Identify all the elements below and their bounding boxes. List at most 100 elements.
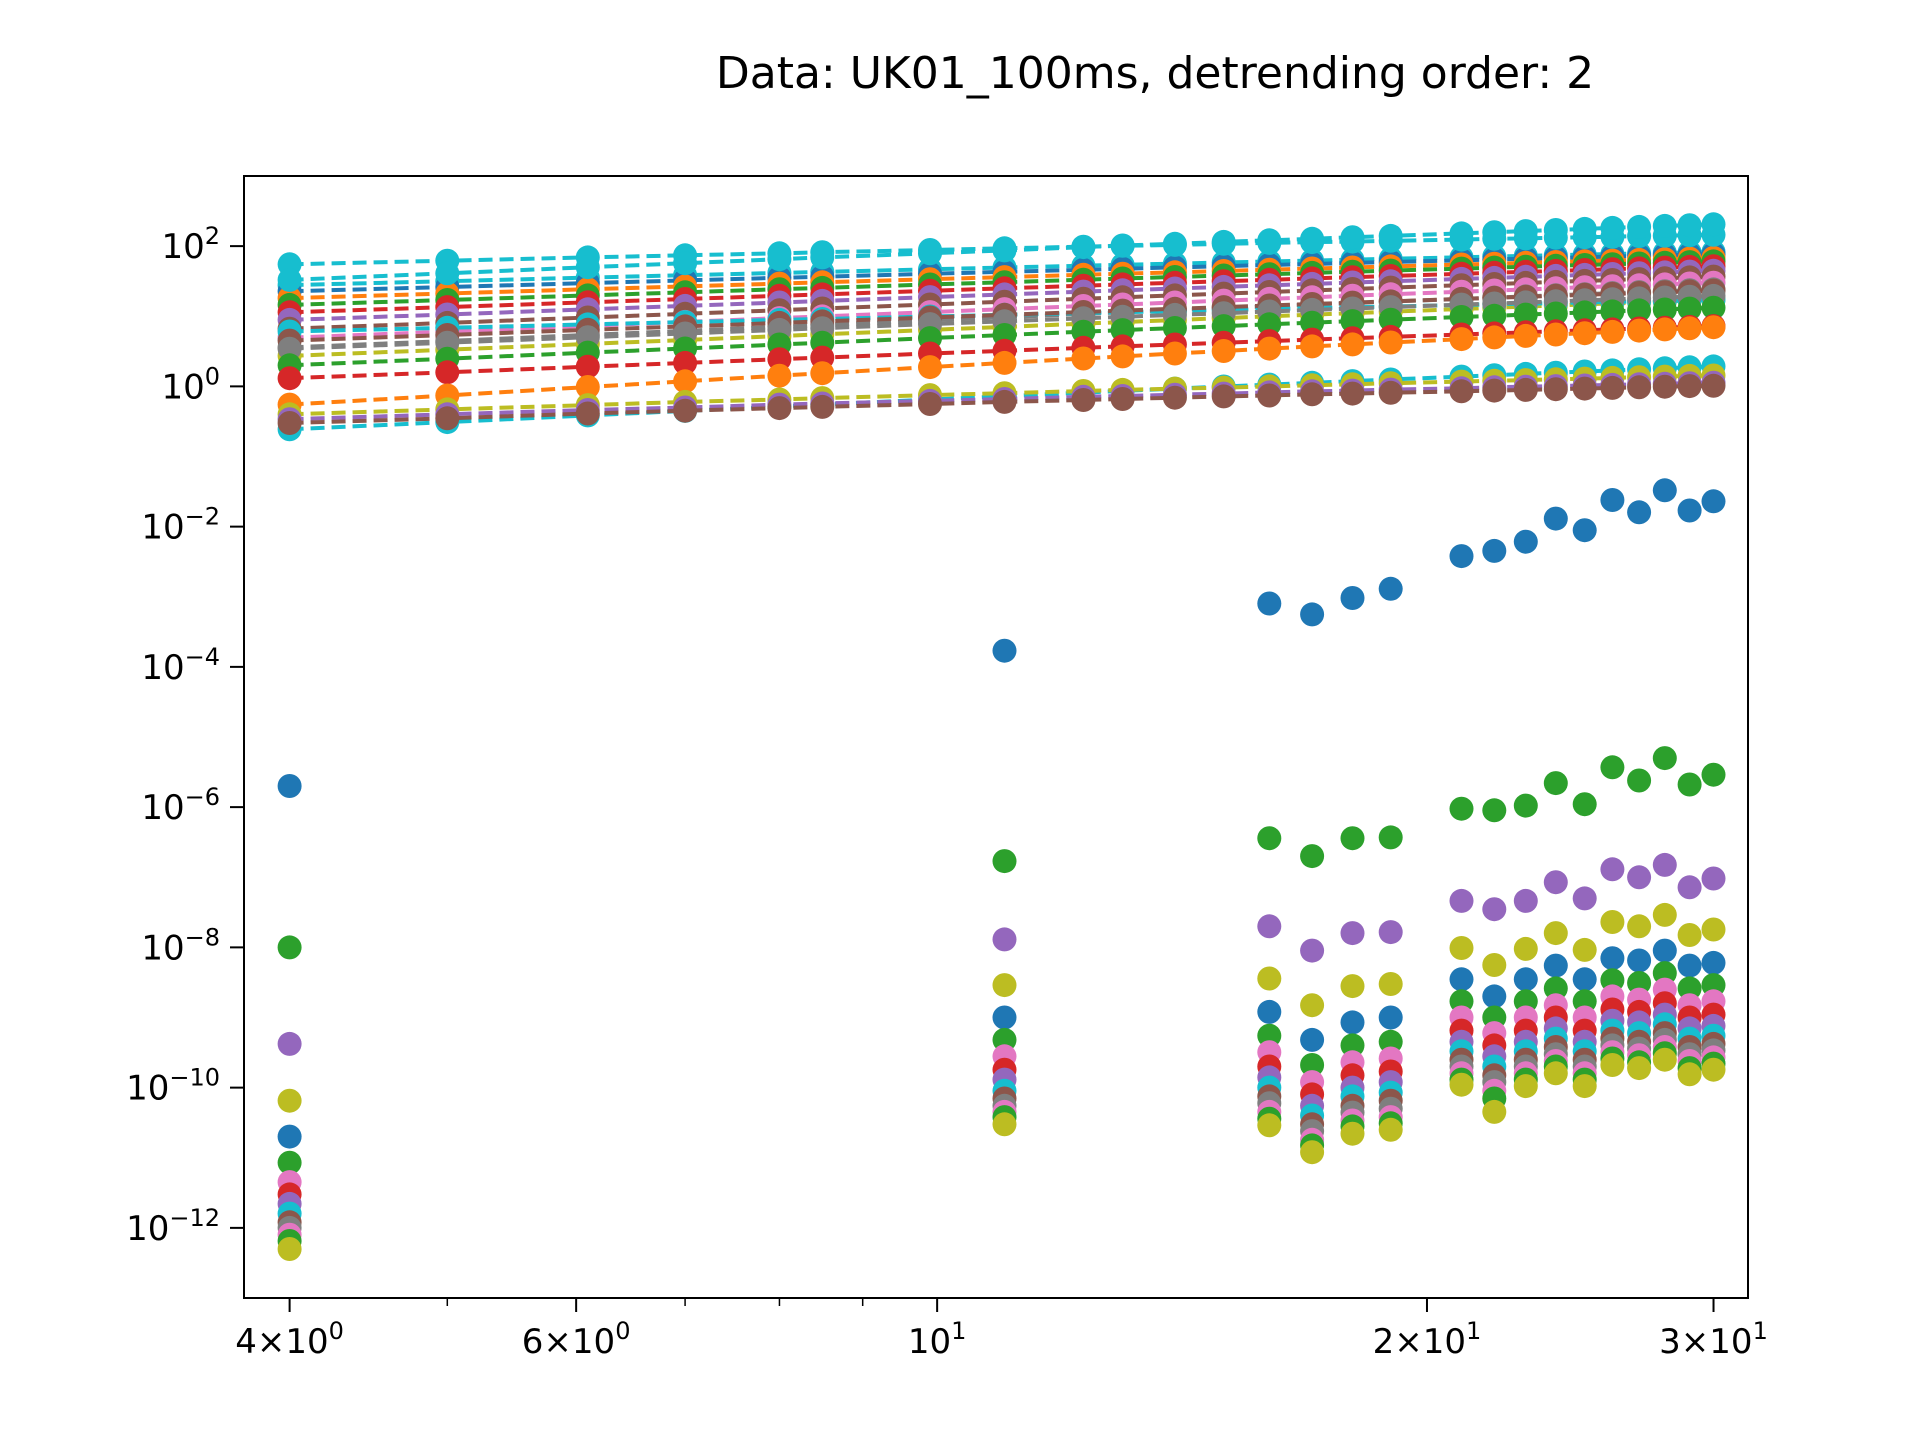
data-point bbox=[1071, 388, 1096, 412]
data-point bbox=[1211, 384, 1236, 409]
data-point bbox=[1652, 297, 1677, 322]
data-point bbox=[1652, 852, 1677, 877]
data-point bbox=[1300, 226, 1325, 251]
low-series-1 bbox=[277, 746, 1726, 960]
data-point bbox=[1701, 315, 1726, 340]
data-point bbox=[1378, 307, 1403, 332]
data-point bbox=[1627, 1056, 1652, 1081]
data-point bbox=[1627, 318, 1652, 343]
data-point bbox=[1110, 233, 1135, 258]
data-point bbox=[1677, 953, 1702, 978]
data-point bbox=[1300, 938, 1325, 963]
data-point bbox=[1701, 212, 1726, 237]
data-point bbox=[1257, 999, 1282, 1024]
chart-title: Data: UK01_100ms, detrending order: 2 bbox=[716, 48, 1594, 99]
data-point bbox=[1513, 219, 1538, 244]
data-point bbox=[1543, 870, 1568, 895]
data-point bbox=[277, 935, 302, 960]
data-point bbox=[1257, 1023, 1282, 1048]
data-point bbox=[1300, 602, 1325, 627]
data-point bbox=[1572, 300, 1597, 325]
data-point bbox=[1600, 1053, 1625, 1077]
data-point bbox=[1627, 914, 1652, 939]
data-point bbox=[1257, 312, 1282, 337]
data-point bbox=[1340, 586, 1365, 610]
data-point bbox=[1627, 500, 1652, 525]
data-point bbox=[1300, 844, 1325, 869]
data-point bbox=[992, 1005, 1017, 1030]
data-point bbox=[767, 347, 792, 372]
data-point bbox=[277, 774, 302, 798]
data-point bbox=[1300, 993, 1325, 1018]
data-point bbox=[1162, 341, 1187, 366]
data-point bbox=[1378, 380, 1403, 405]
data-point bbox=[1482, 953, 1507, 977]
data-point bbox=[1378, 920, 1403, 945]
data-point bbox=[1543, 953, 1568, 978]
data-point bbox=[1677, 772, 1702, 797]
data-point bbox=[1162, 231, 1187, 256]
low-series-2 bbox=[277, 852, 1726, 1056]
data-point bbox=[673, 369, 698, 394]
data-point bbox=[1513, 323, 1538, 348]
data-point bbox=[1677, 296, 1702, 321]
data-point bbox=[1701, 295, 1726, 320]
x-tick-label: 4×100 bbox=[235, 1317, 344, 1362]
data-point bbox=[1677, 923, 1702, 947]
data-point bbox=[1543, 921, 1568, 946]
data-point bbox=[1627, 375, 1652, 400]
data-point bbox=[1572, 216, 1597, 241]
data-point bbox=[1449, 796, 1474, 821]
data-point bbox=[1482, 984, 1507, 1009]
data-point bbox=[277, 1124, 302, 1149]
low-series-0 bbox=[277, 478, 1726, 798]
data-point bbox=[1627, 948, 1652, 973]
data-point bbox=[1162, 385, 1187, 410]
data-point bbox=[1701, 950, 1726, 975]
data-point bbox=[992, 973, 1017, 998]
data-point bbox=[1701, 1057, 1726, 1082]
data-point bbox=[1110, 387, 1135, 411]
data-point bbox=[1378, 972, 1403, 996]
data-point bbox=[1572, 792, 1597, 817]
series-layer bbox=[277, 212, 1726, 1261]
fitted-series-21 bbox=[277, 212, 1726, 292]
data-point bbox=[1482, 325, 1507, 350]
data-point bbox=[277, 366, 302, 391]
data-point bbox=[277, 1150, 302, 1175]
data-point bbox=[1513, 529, 1538, 554]
data-point bbox=[1340, 826, 1365, 851]
data-point bbox=[575, 354, 600, 379]
data-point bbox=[992, 238, 1017, 263]
data-point bbox=[1378, 1029, 1403, 1054]
data-point bbox=[1652, 213, 1677, 238]
data-point bbox=[1340, 381, 1365, 406]
data-point bbox=[277, 1088, 302, 1113]
data-point bbox=[1482, 538, 1507, 563]
data-point bbox=[1300, 334, 1325, 359]
data-point bbox=[277, 1237, 302, 1261]
data-point bbox=[1513, 936, 1538, 961]
data-point bbox=[1600, 910, 1625, 934]
data-point bbox=[1572, 967, 1597, 992]
data-point bbox=[1543, 301, 1568, 326]
x-tick-label: 3×101 bbox=[1659, 1317, 1768, 1362]
data-point bbox=[277, 267, 302, 292]
data-point bbox=[1513, 888, 1538, 913]
data-point bbox=[1652, 746, 1677, 771]
data-point bbox=[1482, 798, 1507, 823]
data-point bbox=[1257, 826, 1282, 851]
data-point bbox=[1701, 762, 1726, 787]
data-point bbox=[1162, 316, 1187, 340]
data-point bbox=[1340, 1121, 1365, 1146]
data-point bbox=[1482, 303, 1507, 328]
data-point bbox=[1543, 218, 1568, 242]
data-point bbox=[1543, 1061, 1568, 1086]
low-series-3 bbox=[277, 902, 1726, 1113]
data-point bbox=[1257, 383, 1282, 408]
data-point bbox=[1378, 576, 1403, 601]
data-point bbox=[1677, 374, 1702, 399]
data-point bbox=[1449, 1072, 1474, 1097]
